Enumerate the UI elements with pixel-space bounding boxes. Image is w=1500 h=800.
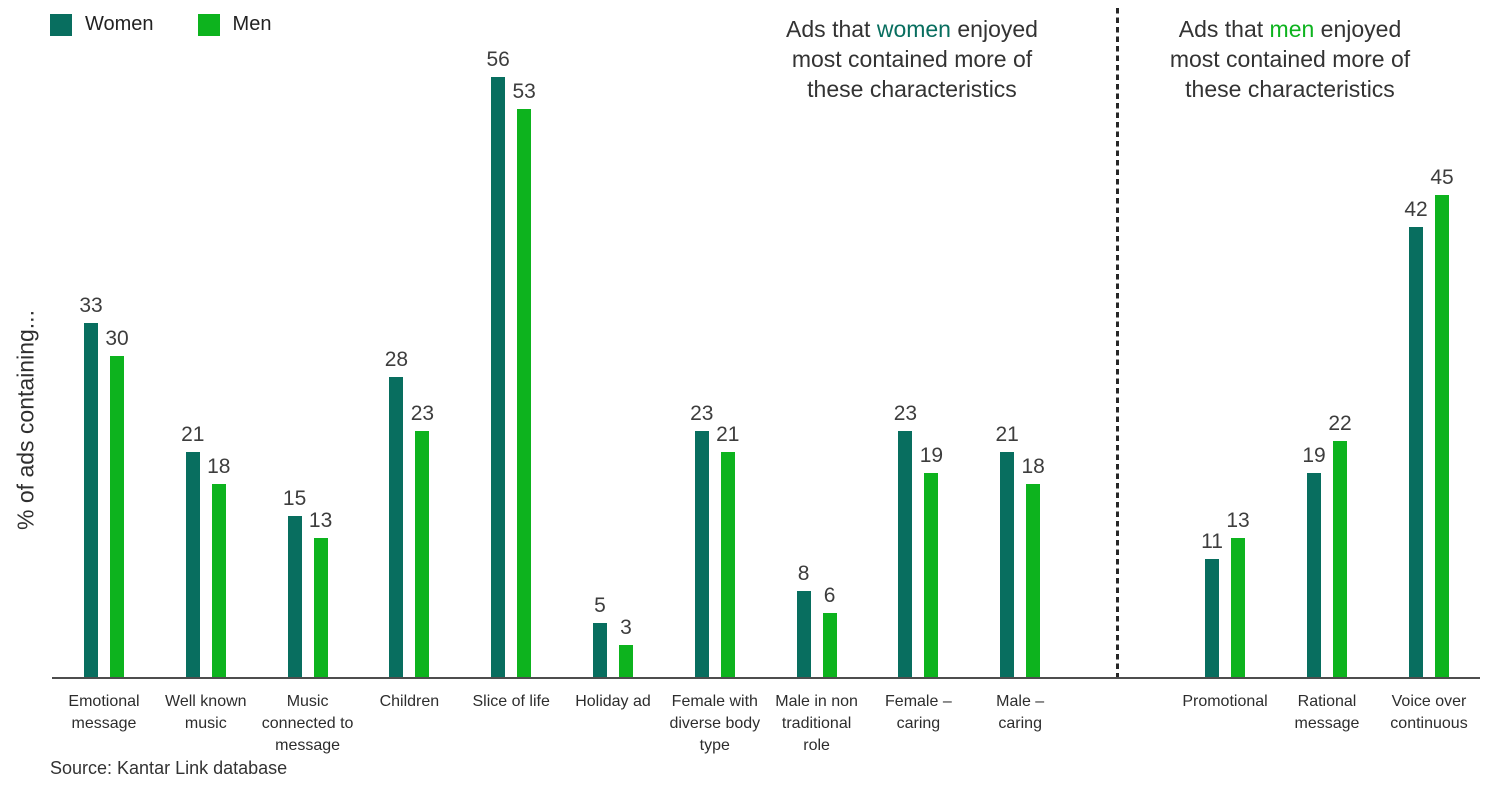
x-axis-label: Male – caring [996, 693, 1045, 732]
annotation-men-line2: most contained more of [1169, 46, 1411, 72]
annotation-text: enjoyed [950, 16, 1038, 42]
men-bar-value: 13 [1226, 509, 1250, 532]
men-bar-value: 19 [919, 444, 944, 467]
x-axis-label: Promotional [1182, 693, 1268, 710]
men-bar [1026, 484, 1041, 677]
men-bar [1231, 538, 1245, 677]
women-bar-value: 23 [893, 402, 918, 425]
annotation-women-line3: these characteristics [807, 76, 1017, 102]
annotation-women-line1: Ads that women enjoyed [762, 14, 1062, 44]
women-bar [1205, 559, 1219, 677]
women-bar [389, 377, 404, 677]
men-bar [619, 645, 633, 677]
x-axis-label: Slice of life [472, 693, 550, 710]
women-bar [185, 452, 200, 677]
men-bar [720, 452, 735, 677]
men-bar [313, 538, 328, 677]
men-bar-value: 23 [410, 402, 435, 425]
women-bar-value: 21 [181, 423, 205, 446]
x-axis-label: Male in non traditional role [775, 693, 858, 754]
x-axis-label: Female – caring [885, 693, 952, 732]
annotation-text: Ads that [786, 16, 877, 42]
x-axis-label: Well known music [165, 693, 247, 732]
legend-swatch-women [50, 13, 72, 36]
annotation-text: Ads that [1178, 16, 1270, 42]
annotation-men-line1: Ads that men enjoyed [1140, 14, 1440, 44]
annotation-men-line3: these characteristics [1185, 76, 1395, 102]
annotation-men: Ads that men enjoyed most contained more… [1140, 14, 1440, 104]
x-axis-label: Voice over continuous [1390, 693, 1468, 732]
women-bar [694, 431, 709, 677]
source-note: Source: Kantar Link database [50, 758, 288, 778]
men-bar-value: 3 [620, 616, 632, 639]
annotation-women: Ads that women enjoyed most contained mo… [762, 14, 1062, 104]
women-bar-value: 33 [79, 294, 103, 317]
men-bar-value: 45 [1430, 166, 1454, 189]
women-bar [593, 623, 607, 677]
women-bar [796, 591, 811, 677]
men-bar [924, 473, 939, 677]
women-bar-value: 15 [282, 487, 307, 510]
women-bar-value: 28 [384, 348, 409, 371]
men-bar [415, 431, 430, 677]
women-bar [1409, 227, 1423, 677]
men-bar-value: 13 [308, 509, 333, 532]
men-bar [211, 484, 226, 677]
annotation-highlight-women: women [876, 16, 951, 42]
men-bar [822, 613, 837, 677]
women-bar-value: 19 [1302, 444, 1326, 467]
women-bar [491, 77, 506, 677]
men-bar-value: 6 [823, 584, 836, 607]
section-divider-dashed-line [1116, 8, 1119, 680]
women-bar [84, 323, 98, 677]
women-bar [1000, 452, 1015, 677]
annotation-text: enjoyed [1314, 16, 1402, 42]
women-bar-value: 8 [797, 562, 810, 585]
men-bar [110, 356, 124, 677]
legend-item-women: Women [50, 13, 154, 36]
y-axis-label: % of ads containing... [12, 310, 39, 530]
men-bar-value: 21 [716, 423, 740, 446]
legend-label-women: Women [85, 13, 154, 35]
annotation-women-line2: most contained more of [791, 46, 1033, 72]
x-axis-line [52, 677, 1480, 679]
x-axis-label: Female with diverse body type [669, 693, 761, 754]
women-bar-value: 23 [690, 402, 714, 425]
men-bar [517, 109, 532, 677]
legend-swatch-men [197, 13, 220, 36]
women-bar [1307, 473, 1321, 677]
x-axis-label: Music connected to message [261, 693, 354, 754]
x-axis-label: Children [379, 693, 440, 710]
women-bar-value: 56 [486, 48, 510, 71]
men-bar [1435, 195, 1449, 677]
annotation-highlight-men: men [1269, 16, 1315, 42]
women-bar-value: 11 [1201, 530, 1223, 553]
women-bar [898, 431, 913, 677]
x-axis-label: Rational message [1294, 693, 1360, 732]
women-bar-value: 21 [995, 423, 1019, 446]
women-bar [287, 516, 302, 677]
legend-label-men: Men [232, 13, 272, 35]
men-bar-value: 30 [105, 327, 129, 350]
men-bar-value: 53 [512, 80, 536, 103]
women-bar-value: 42 [1404, 198, 1428, 221]
legend: Women Men [50, 13, 271, 36]
men-bar [1333, 441, 1347, 677]
women-bar-value: 5 [594, 594, 606, 617]
men-bar-value: 18 [207, 455, 231, 478]
x-axis-label: Holiday ad [575, 693, 651, 710]
legend-item-men: Men [197, 13, 272, 36]
men-bar-value: 18 [1021, 455, 1045, 478]
men-bar-value: 22 [1328, 412, 1352, 435]
x-axis-label: Emotional message [68, 693, 140, 732]
